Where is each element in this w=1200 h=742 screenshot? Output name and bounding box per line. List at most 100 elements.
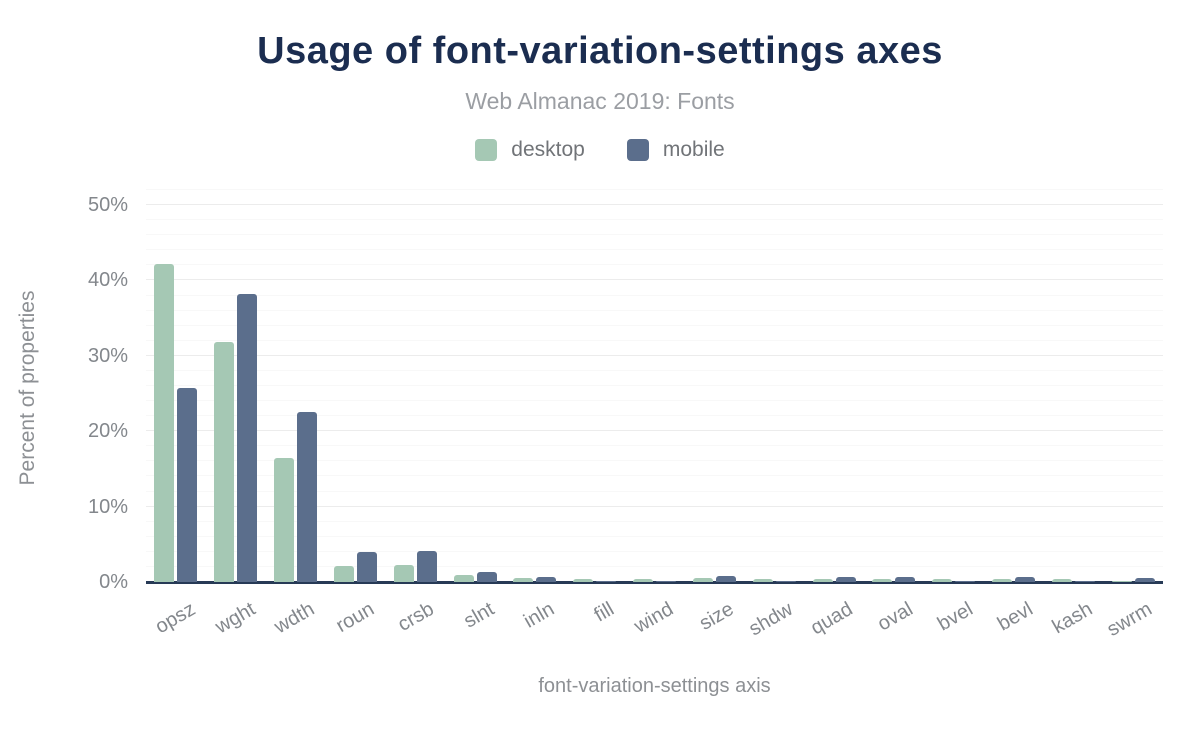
x-tick-label-shdw: shdw — [745, 598, 798, 641]
x-tick-label-inln: inln — [519, 598, 558, 633]
bar-mobile-crsb[interactable] — [416, 551, 437, 582]
bar-desktop-fill[interactable] — [573, 578, 594, 582]
bar-group-fill — [565, 190, 625, 582]
bar-mobile-shdw[interactable] — [775, 581, 796, 582]
bar-desktop-inln[interactable] — [513, 578, 534, 582]
minor-gridline — [146, 400, 1163, 402]
x-tick-label-size: size — [695, 598, 738, 635]
bar-desktop-wdth[interactable] — [274, 458, 295, 582]
bar-group-quad — [804, 190, 864, 582]
x-axis-ticks: opsz wght wdth roun crsb slnt inln fill wind size… — [146, 592, 1163, 652]
minor-gridline — [146, 550, 1163, 552]
minor-gridline — [146, 264, 1163, 266]
bar-group-kash — [1043, 190, 1103, 582]
x-tick-label-oval: oval — [874, 598, 917, 636]
minor-gridline — [146, 475, 1163, 477]
y-tick-label: 50% — [87, 194, 128, 217]
bar-desktop-swrm[interactable] — [1111, 580, 1132, 582]
bar-desktop-size[interactable] — [692, 578, 713, 582]
bar-mobile-fill[interactable] — [596, 581, 617, 582]
major-gridline — [146, 279, 1163, 281]
bar-desktop-opsz[interactable] — [154, 263, 175, 582]
mobile-swatch-icon — [626, 139, 649, 161]
minor-gridline — [146, 324, 1163, 326]
bar-mobile-wdth[interactable] — [297, 411, 318, 582]
x-tick-label-opsz: opsz — [151, 598, 199, 639]
x-tick-label-wdth: wdth — [270, 598, 319, 639]
bar-desktop-crsb[interactable] — [393, 565, 414, 582]
bar-mobile-bevl[interactable] — [1015, 577, 1035, 582]
chart-title: Usage of font-variation-settings axes — [257, 30, 943, 72]
y-tick-label: 30% — [87, 344, 128, 367]
x-tick-label-bevl: bevl — [993, 598, 1037, 636]
legend-item-desktop[interactable]: desktop — [475, 138, 585, 162]
legend-label-mobile: mobile — [662, 138, 725, 161]
bar-desktop-quad[interactable] — [812, 579, 833, 582]
bar-group-shdw — [744, 190, 804, 582]
bar-mobile-oval[interactable] — [895, 577, 916, 582]
bar-mobile-roun[interactable] — [356, 551, 377, 582]
bar-mobile-opsz[interactable] — [177, 387, 198, 582]
minor-gridline — [146, 339, 1163, 341]
bar-mobile-kash[interactable] — [1074, 581, 1095, 582]
bars-row — [146, 190, 1163, 582]
legend-label-desktop: desktop — [511, 138, 585, 161]
bar-mobile-quad[interactable] — [835, 577, 856, 582]
bar-desktop-oval[interactable] — [872, 579, 893, 582]
minor-gridline — [146, 249, 1163, 251]
x-axis-line — [146, 581, 1163, 584]
x-tick-label-swrm: swrm — [1103, 598, 1157, 641]
bar-mobile-wind[interactable] — [656, 581, 677, 582]
minor-gridline — [146, 385, 1163, 386]
bar-desktop-shdw[interactable] — [752, 578, 773, 582]
bar-mobile-inln[interactable] — [536, 576, 557, 582]
bar-desktop-bvel[interactable] — [932, 579, 953, 582]
bar-desktop-roun[interactable] — [333, 566, 354, 582]
bar-group-oval — [864, 190, 924, 582]
y-axis-title: Percent of properties — [16, 290, 39, 486]
y-tick-label: 20% — [87, 420, 128, 443]
bar-desktop-slnt[interactable] — [453, 575, 474, 582]
bar-desktop-bevl[interactable] — [992, 579, 1012, 582]
bar-mobile-swrm[interactable] — [1134, 578, 1155, 582]
legend: desktop mobile — [0, 138, 1200, 162]
bar-group-wdth — [266, 190, 326, 582]
minor-gridline — [146, 520, 1163, 522]
bar-group-bvel — [924, 190, 984, 582]
minor-gridline — [146, 189, 1163, 190]
minor-gridline — [146, 369, 1163, 371]
major-gridline — [146, 354, 1163, 356]
x-tick-label-kash: kash — [1048, 598, 1097, 639]
bar-mobile-wght[interactable] — [237, 294, 258, 582]
minor-gridline — [146, 219, 1163, 221]
bar-group-wght — [206, 190, 266, 582]
x-tick-label-fill: fill — [590, 598, 618, 627]
bar-group-swrm — [1103, 190, 1163, 582]
x-tick-label-bvel: bvel — [933, 598, 977, 636]
x-tick-label-wind: wind — [630, 598, 678, 638]
x-tick-label-roun: roun — [332, 598, 379, 638]
bar-group-opsz — [146, 190, 206, 582]
y-tick-label: 0% — [99, 571, 128, 593]
minor-gridline — [146, 565, 1163, 567]
legend-item-mobile[interactable]: mobile — [626, 138, 725, 162]
major-gridline — [146, 430, 1163, 432]
chart-subtitle: Web Almanac 2019: Fonts — [465, 88, 735, 114]
bar-desktop-kash[interactable] — [1051, 579, 1072, 582]
x-tick-label-crsb: crsb — [394, 598, 439, 636]
bar-mobile-slnt[interactable] — [476, 572, 497, 582]
plot-area — [146, 189, 1163, 584]
desktop-swatch-icon — [475, 139, 498, 161]
minor-gridline — [146, 535, 1163, 537]
bar-desktop-wght[interactable] — [214, 341, 235, 582]
bar-mobile-bvel[interactable] — [955, 581, 976, 582]
bar-group-size — [684, 190, 744, 582]
bar-desktop-wind[interactable] — [633, 578, 654, 582]
major-gridline — [146, 204, 1163, 206]
x-tick-label-quad: quad — [807, 598, 857, 640]
x-axis-title: font-variation-settings axis — [538, 675, 771, 697]
major-gridline — [146, 505, 1163, 507]
bar-group-roun — [325, 190, 385, 582]
bar-mobile-size[interactable] — [715, 575, 736, 582]
